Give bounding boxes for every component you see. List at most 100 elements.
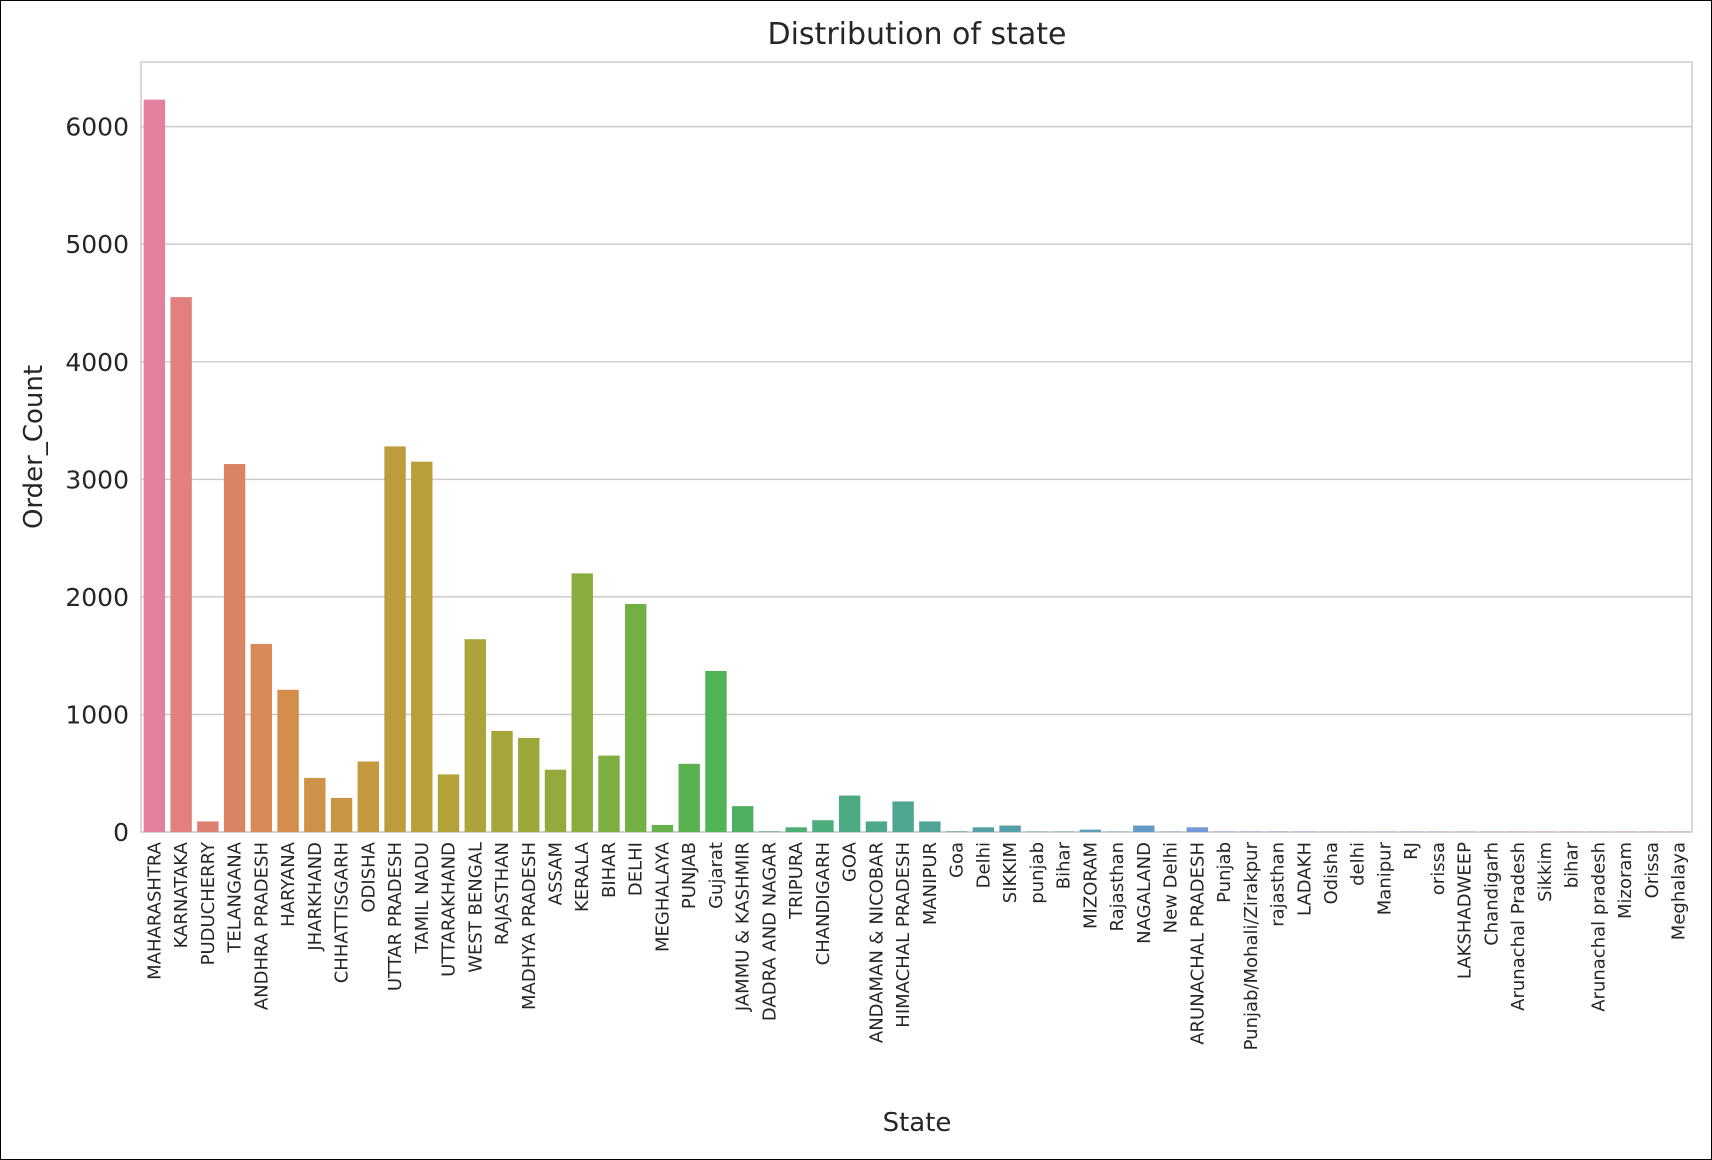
bar: [544, 769, 567, 832]
x-tick-label: RAJASTHAN: [492, 842, 513, 945]
x-tick-label: PUNJAB: [679, 842, 700, 909]
bar: [384, 446, 406, 832]
y-tick-label: 2000: [65, 583, 129, 612]
bar: [972, 827, 995, 832]
x-tick-label: Punjab: [1214, 842, 1235, 903]
x-tick-label: MAHARASHTRA: [144, 841, 165, 980]
bar: [999, 825, 1021, 832]
bar: [330, 797, 353, 832]
chart-title: Distribution of state: [767, 17, 1066, 52]
x-tick-label: TELANGANA: [225, 841, 246, 953]
x-tick-label: punjab: [1027, 842, 1048, 904]
x-tick-label: MEGHALAYA: [652, 841, 673, 952]
bar: [838, 795, 861, 832]
bar: [1133, 825, 1155, 832]
x-tick-label: Orissa: [1642, 842, 1663, 898]
x-tick-label: New Delhi: [1161, 842, 1182, 933]
x-tick-labels: MAHARASHTRA KARNATAKA PUDUCHERRY TELANGANA A…: [144, 841, 1689, 1050]
x-tick-label: ODISHA: [358, 841, 379, 912]
bar: [651, 824, 674, 832]
x-tick-label: ASSAM: [545, 842, 566, 905]
x-tick-label: Mizoram: [1615, 842, 1636, 919]
y-tick-labels: 0 1000 2000 3000 4000 5000 6000: [65, 113, 129, 847]
bar: [357, 761, 379, 832]
y-tick-label: 1000: [65, 700, 129, 729]
x-tick-label: Goa: [947, 842, 968, 878]
x-tick-label: Punjab/Mohali/Zirakpur: [1241, 841, 1262, 1050]
bar: [865, 821, 888, 832]
x-tick-label: JHARKHAND: [305, 842, 326, 952]
x-tick-label: rajasthan: [1268, 842, 1289, 927]
bar: [705, 670, 727, 832]
bar: [1079, 829, 1102, 832]
x-tick-label: TAMIL NADU: [412, 842, 433, 954]
bars: [143, 99, 1690, 832]
x-tick-label: NAGALAND: [1134, 842, 1155, 944]
plot-area: [140, 61, 1693, 833]
x-tick-label: CHHATTISGARH: [332, 842, 353, 983]
bar: [518, 737, 540, 832]
x-tick-label: bihar: [1562, 841, 1583, 888]
bar: [598, 755, 620, 832]
x-tick-label: Arunachal pradesh: [1588, 842, 1609, 1012]
bar: [277, 689, 299, 832]
x-tick-label: Delhi: [973, 842, 994, 888]
bar: [197, 821, 219, 832]
bar: [491, 730, 513, 832]
y-tick-label: 0: [113, 818, 129, 847]
bar: [785, 827, 807, 832]
bar: [437, 774, 460, 832]
x-tick-label: Arunachal Pradesh: [1508, 842, 1529, 1011]
x-tick-label: BIHAR: [599, 842, 620, 898]
x-tick-label: GOA: [840, 841, 861, 882]
x-tick-label: HIMACHAL PRADESH: [893, 842, 914, 1028]
x-tick-label: UTTAR PRADESH: [385, 842, 406, 991]
x-tick-label: HARYANA: [278, 841, 299, 927]
bar: [919, 821, 941, 832]
x-tick-label: delhi: [1348, 842, 1369, 886]
bar: [812, 820, 834, 832]
x-tick-label: ANDAMAN & NICOBAR: [866, 842, 887, 1043]
x-tick-label: KARNATAKA: [171, 841, 192, 948]
x-tick-label: MANIPUR: [920, 842, 941, 925]
y-tick-label: 5000: [65, 230, 129, 259]
x-tick-label: WEST BENGAL: [465, 842, 486, 973]
y-tick-label: 4000: [65, 348, 129, 377]
bar: [731, 806, 754, 832]
x-tick-label: Sikkim: [1535, 842, 1556, 902]
x-tick-label: JAMMU & KASHMIR: [733, 842, 754, 1012]
x-tick-label: orissa: [1428, 842, 1449, 895]
bar: [304, 777, 326, 832]
bar: [223, 464, 246, 832]
x-tick-label: ARUNACHAL PRADESH: [1187, 842, 1208, 1045]
x-tick-label: Manipur: [1374, 841, 1395, 915]
bar: [945, 831, 968, 832]
bar: [464, 639, 486, 832]
x-tick-label: UTTARAKHAND: [439, 842, 460, 977]
x-tick-label: TRIPURA: [786, 841, 807, 920]
x-tick-label: LAKSHADWEEP: [1455, 842, 1476, 979]
x-tick-label: MADHYA PRADESH: [519, 842, 540, 1010]
x-tick-label: ANDHRA PRADESH: [251, 842, 272, 1010]
x-tick-label: Gujarat: [706, 842, 727, 909]
bar: [678, 763, 700, 832]
bar: [1186, 827, 1208, 832]
x-tick-label: LADAKH: [1294, 842, 1315, 916]
bar: [758, 831, 781, 832]
x-tick-label: Bihar: [1054, 841, 1075, 889]
x-tick-label: MIZORAM: [1080, 842, 1101, 929]
x-tick-label: KERALA: [572, 841, 593, 912]
x-axis-label: State: [883, 1108, 952, 1138]
x-tick-label: RJ: [1401, 842, 1422, 860]
bar: [625, 603, 647, 832]
x-tick-label: PUDUCHERRY: [198, 841, 219, 965]
x-tick-label: Chandigarh: [1481, 842, 1502, 946]
bar: [411, 461, 433, 832]
x-tick-label: DELHI: [626, 842, 647, 896]
bar: [571, 573, 593, 832]
bar: [143, 99, 166, 832]
x-tick-label: SIKKIM: [1000, 842, 1021, 903]
bar: [250, 643, 273, 832]
x-tick-label: DADRA AND NAGAR: [759, 842, 780, 1021]
